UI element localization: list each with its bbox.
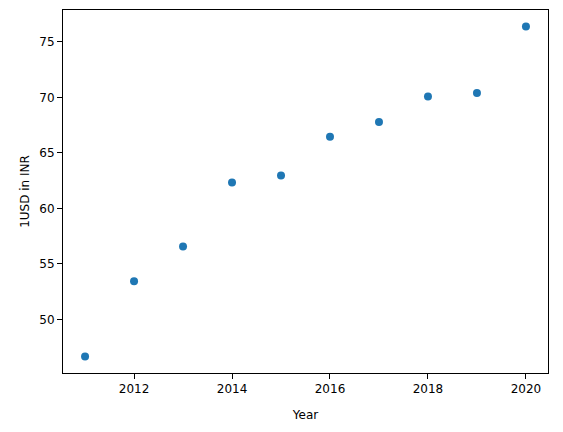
svg-text:2014: 2014 [217, 382, 248, 396]
svg-text:55: 55 [39, 257, 54, 271]
svg-text:60: 60 [39, 202, 54, 216]
svg-text:50: 50 [39, 313, 54, 327]
svg-text:1USD in INR: 1USD in INR [18, 155, 32, 228]
svg-text:65: 65 [39, 146, 54, 160]
svg-text:2020: 2020 [511, 382, 542, 396]
svg-text:75: 75 [39, 35, 54, 49]
svg-text:2012: 2012 [119, 382, 150, 396]
svg-text:70: 70 [39, 91, 54, 105]
svg-text:2018: 2018 [413, 382, 444, 396]
svg-text:Year: Year [292, 408, 318, 422]
svg-text:2016: 2016 [315, 382, 346, 396]
